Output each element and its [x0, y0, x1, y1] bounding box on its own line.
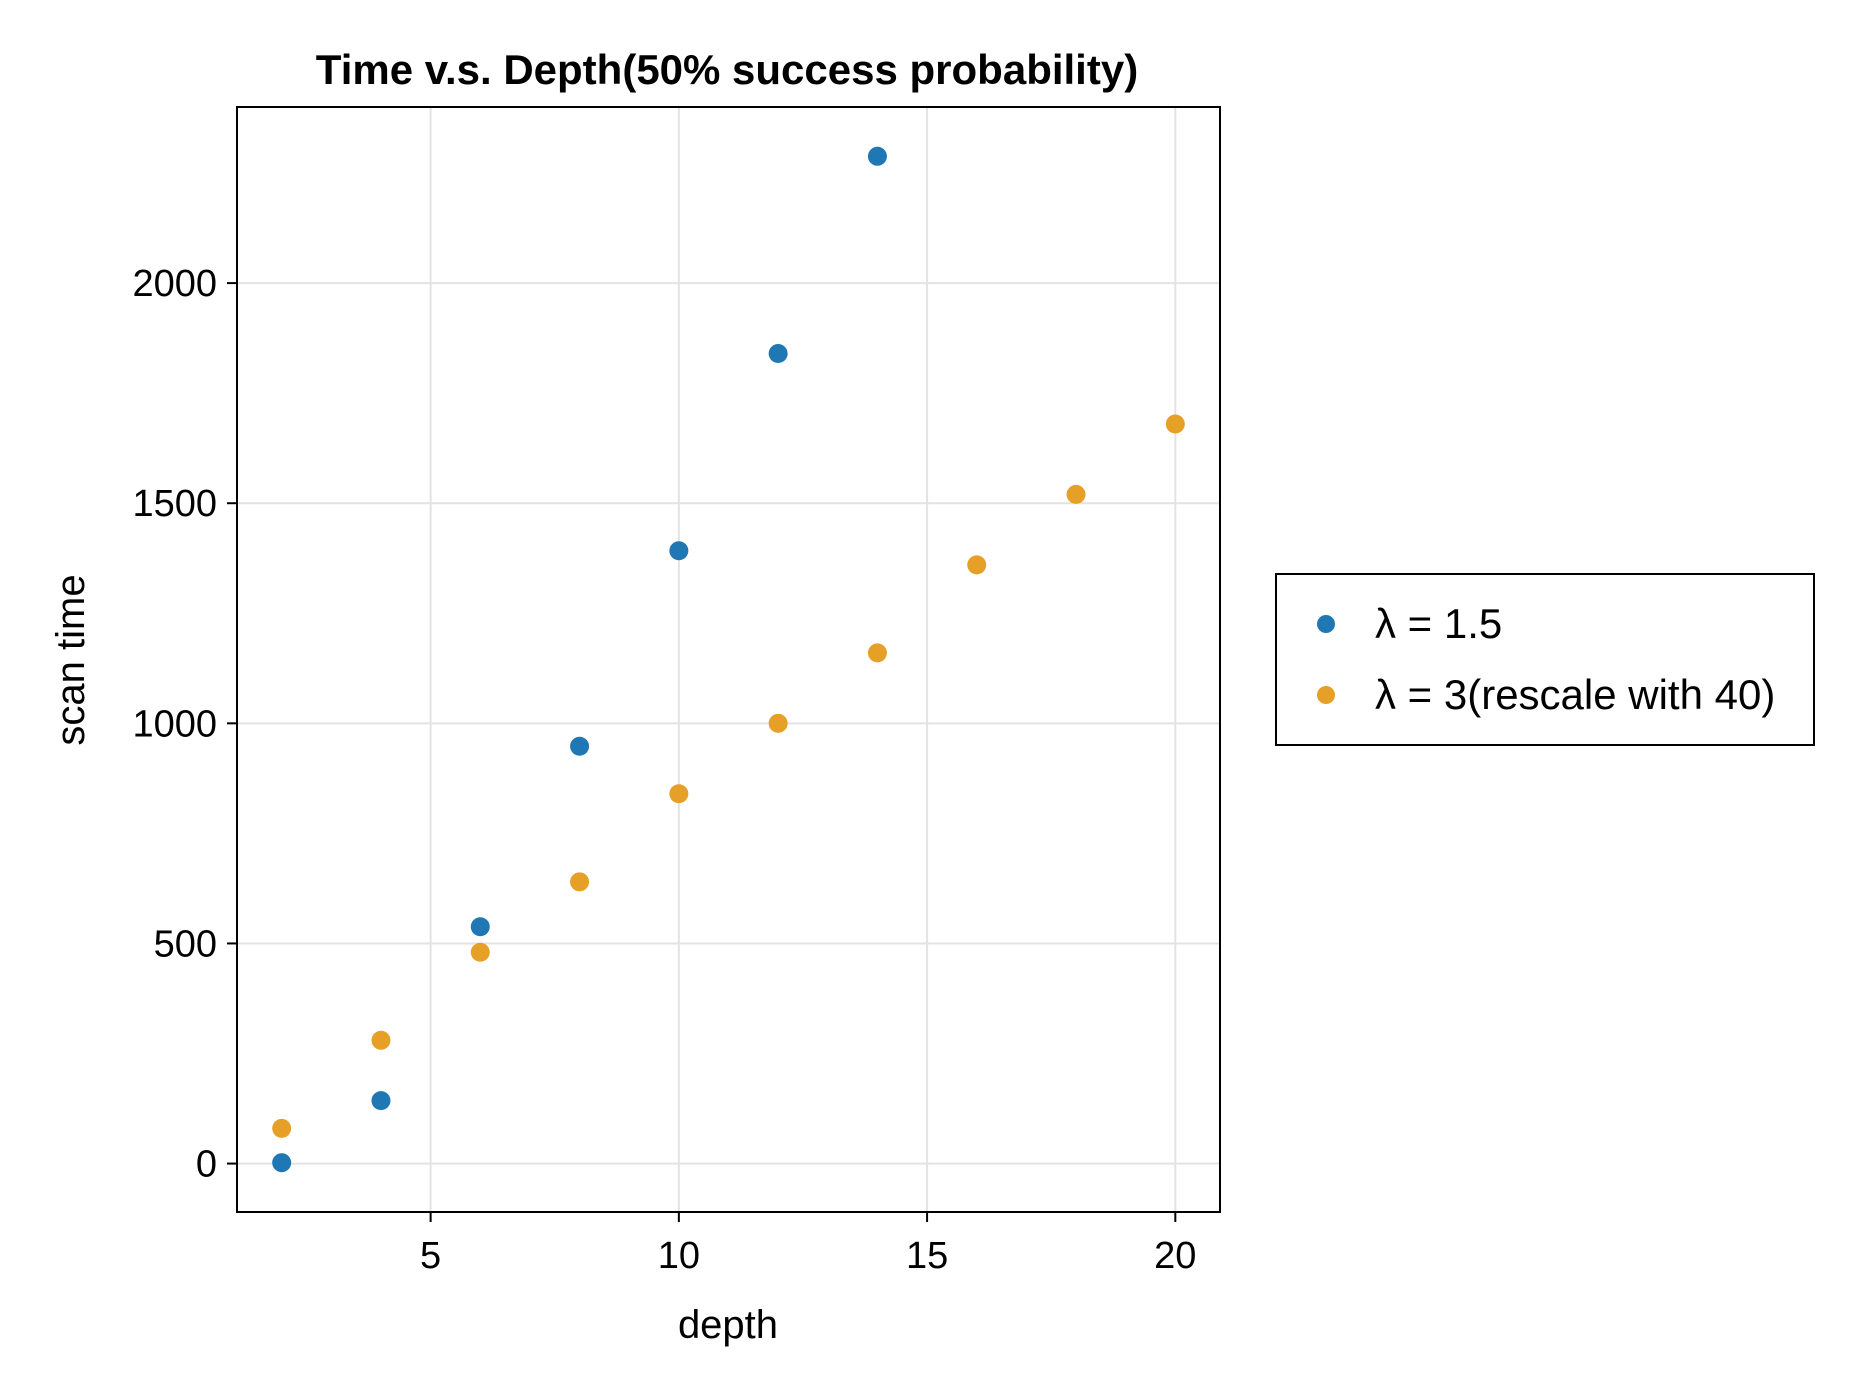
y-tick-label: 500	[154, 923, 217, 965]
data-points	[272, 146, 1185, 1173]
data-point-series-0	[371, 1091, 391, 1111]
data-point-series-0	[570, 736, 590, 756]
data-point-series-1	[867, 643, 887, 663]
data-point-series-1	[1165, 414, 1185, 434]
data-point-series-0	[768, 344, 788, 364]
legend-box	[1275, 573, 1815, 746]
data-point-series-1	[371, 1030, 391, 1050]
x-tick-label: 10	[658, 1235, 700, 1277]
data-point-series-1	[470, 942, 490, 962]
y-tick-label: 2000	[132, 263, 217, 305]
legend-label-lambda-1-5: λ = 1.5	[1375, 600, 1502, 647]
x-axis-label: depth	[678, 1303, 778, 1347]
data-point-series-1	[967, 555, 987, 575]
data-point-series-1	[669, 784, 689, 804]
plot-area-frame	[236, 106, 1221, 1213]
legend-marker-lambda-1-5	[1317, 615, 1335, 633]
legend-label-lambda-3: λ = 3(rescale with 40)	[1375, 671, 1775, 718]
y-tick-label: 1000	[132, 703, 217, 745]
y-tick-label: 0	[196, 1144, 217, 1186]
grid-lines	[237, 107, 1220, 1212]
x-tick-label: 15	[906, 1235, 948, 1277]
legend-marker-lambda-3	[1317, 686, 1335, 704]
legend: λ = 1.5 λ = 3(rescale with 40)	[1275, 573, 1815, 746]
data-point-series-0	[470, 917, 490, 937]
data-point-series-1	[768, 713, 788, 733]
data-point-series-0	[669, 541, 689, 561]
data-point-series-0	[272, 1153, 292, 1173]
y-tick-label: 1500	[132, 483, 217, 525]
axis-ticks: 5 10 15 20 0 500 1000 1500 2000	[132, 263, 1196, 1277]
data-point-series-1	[272, 1118, 292, 1138]
chart-title: Time v.s. Depth(50% success probability)	[316, 46, 1138, 93]
data-point-series-1	[1066, 484, 1086, 504]
data-point-series-1	[570, 872, 590, 892]
x-tick-label: 20	[1154, 1235, 1196, 1277]
y-axis-label: scan time	[49, 574, 93, 745]
data-point-series-0	[867, 146, 887, 166]
x-tick-label: 5	[420, 1235, 441, 1277]
